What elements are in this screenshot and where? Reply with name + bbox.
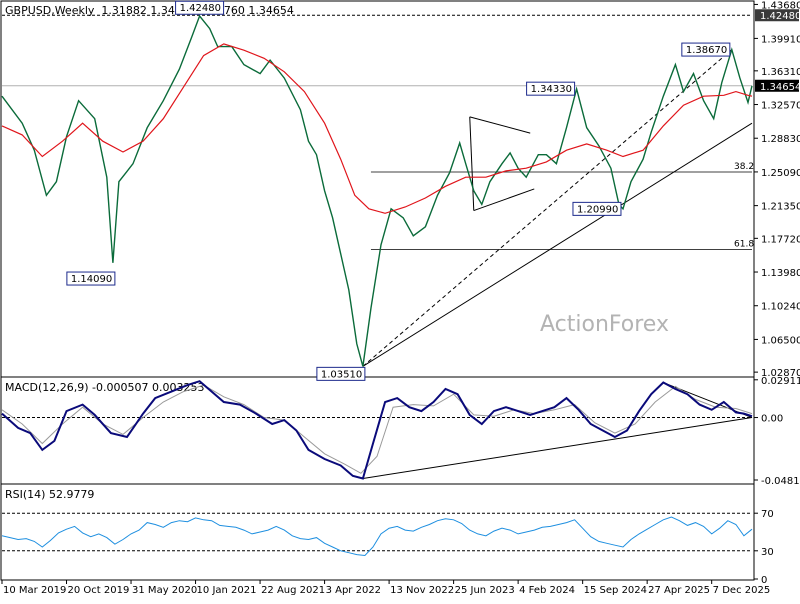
price-y-tick-label: 1.28830 xyxy=(761,134,800,145)
price-y-tick-label: 1.36310 xyxy=(761,67,800,78)
x-tick-label: 27 Apr 2025 xyxy=(648,585,710,596)
fib-level-label: 38.2 xyxy=(734,162,754,172)
price-trendline xyxy=(469,116,531,134)
rsi-label: RSI(14) 52.9779 xyxy=(5,488,94,501)
price-series-line xyxy=(1,14,753,367)
price-y-tick-label: 1.13980 xyxy=(761,268,800,279)
swing-label-box xyxy=(175,0,225,15)
macd-trendline xyxy=(362,417,753,479)
moving-average-line xyxy=(1,43,753,214)
swing-label: 1.38670 xyxy=(686,45,727,56)
macd-y-tick-label: -0.048189 xyxy=(761,476,800,487)
swing-label-box xyxy=(66,271,116,286)
swing-label: 1.34330 xyxy=(531,84,572,95)
macd-y-tick-label: 0.029114 xyxy=(761,376,800,387)
macd-y-tick-label: 0.00 xyxy=(761,414,783,425)
x-tick-label: 20 Oct 2019 xyxy=(68,585,130,596)
rsi-panel-frame xyxy=(0,483,755,581)
swing-label-box xyxy=(681,42,731,57)
price-y-tick-label: 1.21350 xyxy=(761,202,800,213)
x-tick-label: 22 Aug 2021 xyxy=(261,585,325,596)
price-trendline xyxy=(469,116,475,211)
price-y-tick-label: 1.02870 xyxy=(761,368,800,379)
x-tick-label: 25 Jun 2023 xyxy=(455,585,515,596)
swing-label: 1.03510 xyxy=(321,369,362,380)
x-tick-label: 10 Jan 2021 xyxy=(197,585,257,596)
x-tick-label: 7 Dec 2025 xyxy=(713,585,771,596)
rsi-line xyxy=(1,516,753,557)
swing-label: 1.14090 xyxy=(71,274,112,285)
swing-label-box xyxy=(572,201,622,216)
price-y-tick-label: 1.39910 xyxy=(761,34,800,45)
x-tick-label: 10 Mar 2019 xyxy=(3,585,66,596)
current-price-badge xyxy=(755,79,799,92)
price-trendline xyxy=(473,188,535,212)
rsi-y-tick-label: 70 xyxy=(761,509,774,520)
x-tick-label: 13 Nov 2022 xyxy=(390,585,454,596)
top-price-label: 1.42480 xyxy=(760,11,800,22)
swing-label-box xyxy=(316,366,366,381)
price-y-tick-label: 1.25090 xyxy=(761,168,800,179)
macd-label: MACD(12,26,9) -0.000507 0.003253 xyxy=(5,381,204,394)
price-y-tick-label: 1.06500 xyxy=(761,335,800,346)
price-y-tick-label: 1.10240 xyxy=(761,302,800,313)
top-price-badge xyxy=(755,9,799,22)
price-y-tick-label: 1.32570 xyxy=(761,101,800,112)
current-price-label: 1.34654 xyxy=(760,82,800,93)
rsi-y-tick-label: 0 xyxy=(761,575,767,586)
x-tick-label: 15 Sep 2024 xyxy=(584,585,647,596)
swing-label-box xyxy=(526,81,576,96)
macd-line xyxy=(1,380,753,480)
price-trendline xyxy=(362,122,753,367)
x-tick-label: 3 Apr 2022 xyxy=(326,585,381,596)
fib-level-label: 61.8 xyxy=(734,240,754,250)
swing-label: 1.42480 xyxy=(180,3,221,14)
watermark: ActionForex xyxy=(540,312,669,337)
rsi-y-tick-label: 30 xyxy=(761,547,774,558)
price-y-tick-label: 1.17720 xyxy=(761,234,800,245)
x-tick-label: 4 Feb 2024 xyxy=(519,585,575,596)
price-y-tick-label: 1.43680 xyxy=(761,0,800,11)
swing-label: 1.20990 xyxy=(577,204,618,215)
x-tick-label: 31 May 2020 xyxy=(132,585,197,596)
